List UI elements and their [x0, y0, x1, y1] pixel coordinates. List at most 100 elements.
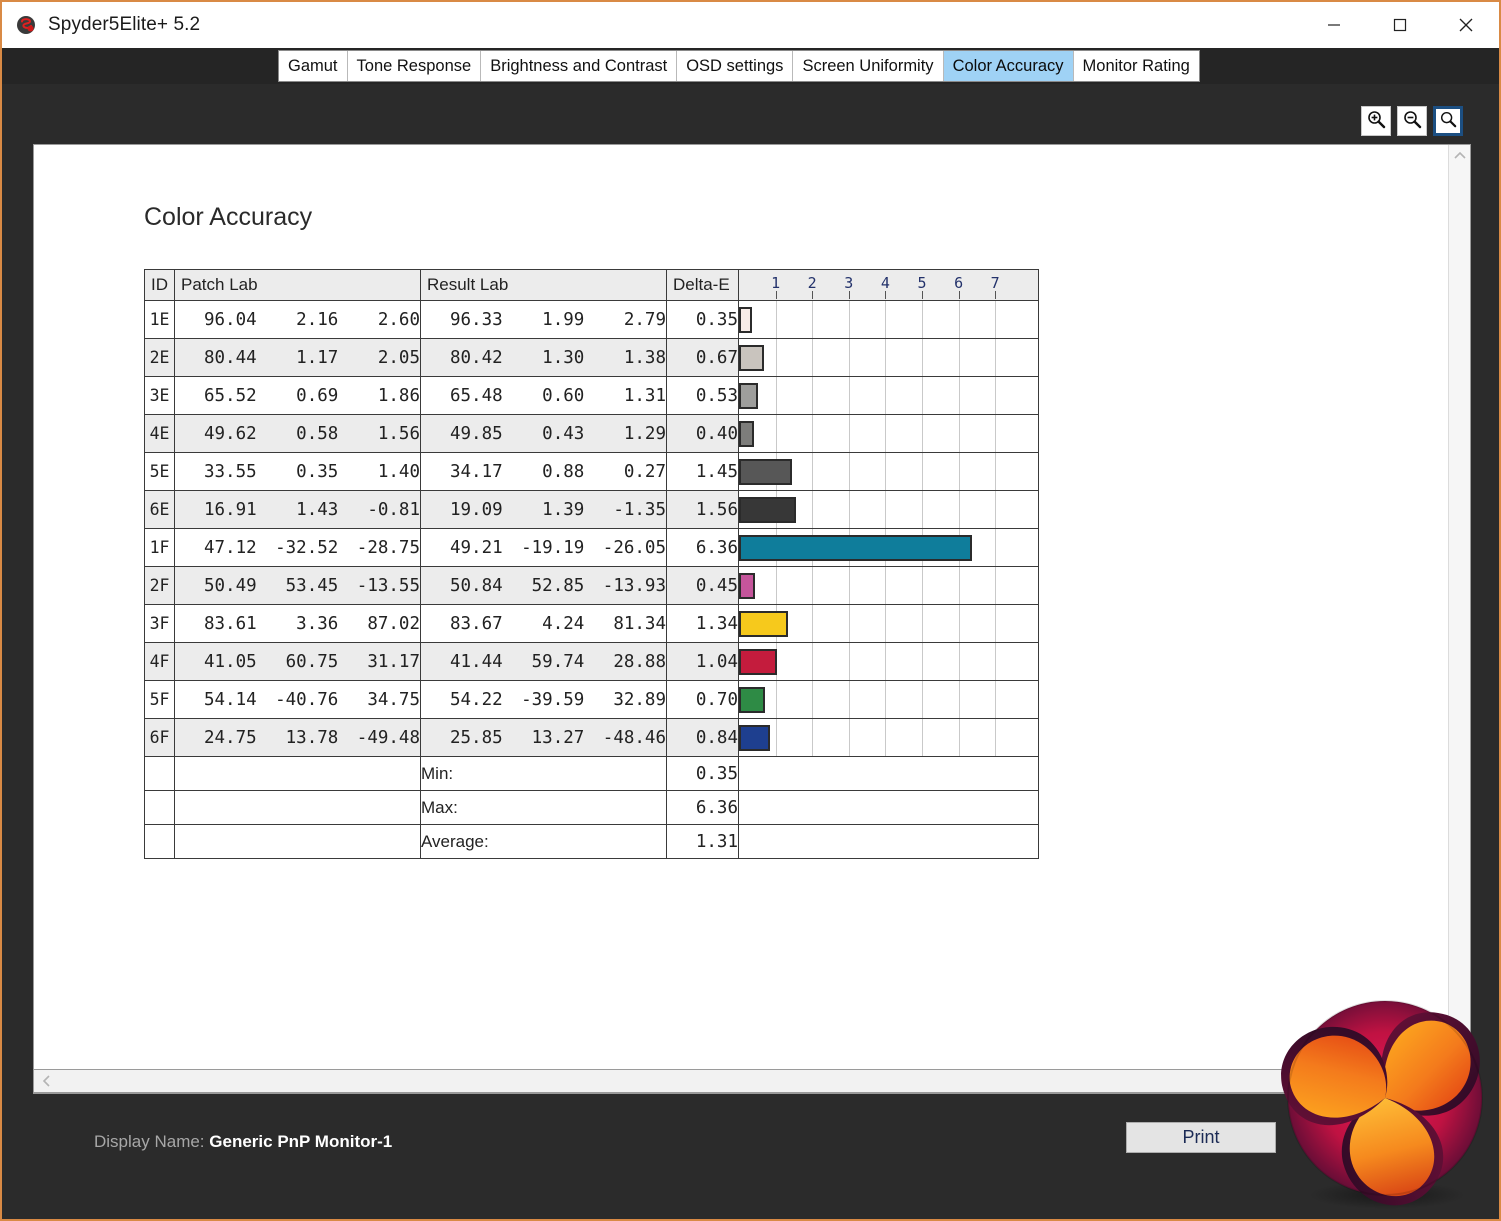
lab-value: 1.17 [296, 347, 339, 368]
lab-value: 1.29 [623, 423, 666, 444]
print-button[interactable]: Print [1126, 1122, 1276, 1153]
col-header-delta-e: Delta-E [666, 269, 739, 301]
cell-blank [174, 824, 421, 859]
axis-tick-label: 2 [807, 274, 817, 292]
chart-gridline [775, 377, 777, 414]
page-title: Color Accuracy [144, 203, 313, 231]
tab-label: Tone Response [356, 56, 472, 75]
chart-gridline [885, 491, 887, 528]
zoom-out-button[interactable] [1397, 106, 1427, 136]
chart-gridline [958, 339, 960, 376]
cell-chart-empty [738, 756, 1039, 791]
chart-gridline [848, 567, 850, 604]
col-header-result: Result Lab [420, 269, 667, 301]
cell-delta-e-bar [738, 680, 1039, 719]
cell-delta-e-bar [738, 376, 1039, 415]
tab-osd-settings[interactable]: OSD settings [677, 51, 794, 81]
cell-delta-e-bar [738, 642, 1039, 681]
table-row: 1F 47.12 -32.52 -28.75 49.21 -19.19 -26.05 6.36 [144, 528, 1039, 567]
maximize-button[interactable] [1367, 3, 1433, 47]
zoom-in-button[interactable] [1361, 106, 1391, 136]
cell-delta-e-bar [738, 528, 1039, 567]
lab-value: 13.27 [531, 727, 585, 748]
cell-delta-e-bar [738, 604, 1039, 643]
cell-delta-e: 0.40 [666, 414, 739, 453]
chart-gridline [922, 681, 923, 718]
lab-value: 1.99 [542, 309, 585, 330]
cell-summary-label: Max: [420, 790, 667, 825]
lab-value: 59.74 [531, 651, 585, 672]
scroll-left-button[interactable] [34, 1070, 58, 1092]
table-header-row: ID Patch Lab Result Lab Delta-E 1 2 3 4 5 6 7 [144, 269, 1039, 301]
cell-patch-id: 4E [144, 414, 175, 453]
chart-gridline [995, 377, 997, 414]
cell-patch-lab: 65.52 0.69 1.86 [174, 376, 421, 415]
axis-tick-label: 3 [844, 274, 854, 292]
chart-gridline [848, 719, 850, 756]
tab-monitor-rating[interactable]: Monitor Rating [1073, 51, 1199, 81]
lab-value: -49.48 [356, 727, 420, 748]
tab-tone-response[interactable]: Tone Response [347, 51, 482, 81]
lab-value: 0.58 [296, 423, 339, 444]
table-row: 4F 41.05 60.75 31.17 41.44 59.74 28.88 1.04 [144, 642, 1039, 681]
chart-gridline [922, 415, 923, 452]
lab-value: 0.88 [542, 461, 585, 482]
horizontal-scrollbar[interactable] [33, 1069, 1471, 1093]
chart-gridline [958, 377, 960, 414]
table-row: 3E 65.52 0.69 1.86 65.48 0.60 1.31 0.53 [144, 376, 1039, 415]
minimize-button[interactable] [1301, 3, 1367, 47]
lab-value: -13.93 [602, 575, 666, 596]
tab-brightness-and-contrast[interactable]: Brightness and Contrast [481, 51, 678, 81]
tab-label: Monitor Rating [1082, 56, 1190, 75]
delta-e-bar [739, 534, 972, 561]
tab-color-accuracy[interactable]: Color Accuracy [943, 51, 1074, 81]
tab-label: Brightness and Contrast [490, 56, 668, 75]
cell-delta-e: 1.56 [666, 490, 739, 529]
axis-tick-mark [885, 291, 887, 299]
lab-value: 41.44 [449, 651, 503, 672]
delta-e-bar [739, 610, 789, 637]
window-controls [1301, 3, 1499, 47]
axis-tick-mark [922, 291, 923, 299]
scroll-up-button[interactable] [1449, 145, 1470, 165]
chart-gridline [812, 453, 814, 490]
cell-patch-lab: 33.55 0.35 1.40 [174, 452, 421, 491]
cell-result-lab: 83.67 4.24 81.34 [420, 604, 667, 643]
cell-result-lab: 49.85 0.43 1.29 [420, 414, 667, 453]
lab-value: 1.30 [542, 347, 585, 368]
tab-screen-uniformity[interactable]: Screen Uniformity [793, 51, 944, 81]
chart-gridline [922, 719, 923, 756]
cell-delta-e-bar [738, 718, 1039, 757]
chart-gridline [958, 491, 960, 528]
cell-patch-id: 3E [144, 376, 175, 415]
delta-e-bar [739, 572, 756, 599]
chart-gridline [848, 681, 850, 718]
vertical-scrollbar[interactable] [1448, 145, 1470, 1093]
lab-value: 34.17 [449, 461, 503, 482]
summary-row: Min: 0.35 [144, 756, 1039, 791]
chart-gridline [995, 605, 997, 642]
chart-gridline [775, 301, 777, 338]
cell-chart-empty [738, 790, 1039, 825]
lab-value: -1.35 [613, 499, 666, 520]
tab-gamut[interactable]: Gamut [279, 51, 348, 81]
table-row: 2E 80.44 1.17 2.05 80.42 1.30 1.38 0.67 [144, 338, 1039, 377]
lab-value: 80.42 [449, 347, 503, 368]
lab-value: 1.40 [377, 461, 420, 482]
chart-gridline [775, 681, 777, 718]
cell-delta-e: 1.34 [666, 604, 739, 643]
lab-value: 81.34 [613, 613, 666, 634]
cell-patch-lab: 41.05 60.75 31.17 [174, 642, 421, 681]
lab-value: 83.67 [449, 613, 503, 634]
chart-gridline [958, 643, 960, 680]
cell-patch-lab: 16.91 1.43 -0.81 [174, 490, 421, 529]
cell-delta-e: 0.45 [666, 566, 739, 605]
lab-value: 19.09 [449, 499, 503, 520]
close-button[interactable] [1433, 3, 1499, 47]
lab-value: 52.85 [531, 575, 585, 596]
lab-value: -28.75 [356, 537, 420, 558]
zoom-actual-button[interactable] [1433, 106, 1463, 136]
cell-delta-e-bar [738, 414, 1039, 453]
